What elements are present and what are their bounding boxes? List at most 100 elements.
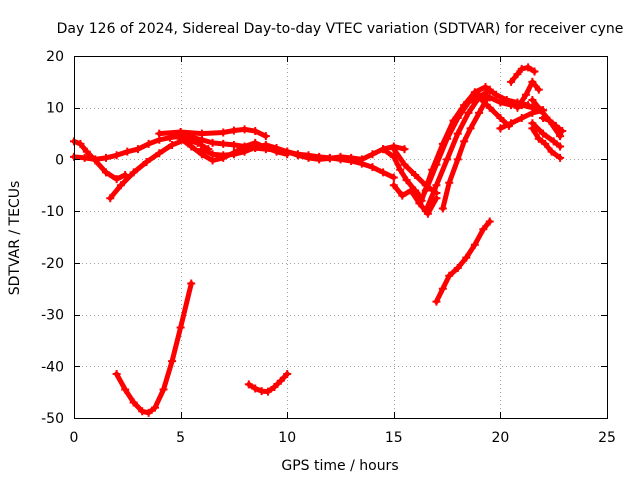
x-tick-label: 5	[176, 430, 185, 446]
y-tick-label: 0	[55, 152, 64, 168]
data-point	[251, 126, 260, 135]
y-tick-label: -10	[41, 204, 64, 220]
data-series-arc-15	[432, 217, 494, 306]
data-point	[445, 271, 454, 280]
data-point	[133, 145, 142, 154]
data-point	[432, 297, 441, 306]
data-point	[541, 139, 550, 148]
data-series-arc-22	[528, 119, 565, 151]
data-point	[379, 145, 388, 154]
data-point	[411, 170, 420, 179]
data-point	[400, 145, 409, 154]
data-point	[251, 384, 260, 393]
data-point	[462, 253, 471, 262]
data-point	[142, 158, 151, 167]
data-point	[492, 90, 501, 99]
data-point	[219, 151, 228, 160]
data-point	[106, 194, 115, 203]
y-axis-label: SDTVAR / TECUs	[7, 181, 23, 296]
data-point	[197, 129, 206, 138]
data-point	[101, 168, 110, 177]
data-point	[197, 145, 206, 154]
data-point	[517, 64, 526, 73]
data-point	[261, 140, 270, 149]
data-series-arc-19	[507, 63, 539, 86]
data-point	[517, 114, 526, 123]
data-point	[453, 129, 462, 138]
data-point	[528, 108, 537, 117]
data-point	[524, 63, 533, 72]
data-point	[336, 152, 345, 161]
y-tick-label: -30	[41, 308, 64, 324]
data-point	[229, 140, 238, 149]
data-point	[483, 93, 492, 102]
series-trace	[540, 115, 565, 134]
data-point	[475, 93, 484, 102]
data-point	[524, 101, 533, 110]
data-point	[244, 380, 253, 389]
data-point	[129, 398, 138, 407]
data-point	[389, 173, 398, 182]
data-layer	[70, 63, 567, 417]
data-point	[475, 108, 484, 117]
x-tick-label: 20	[491, 430, 509, 446]
data-point	[159, 385, 168, 394]
data-point	[283, 370, 292, 379]
data-point	[521, 90, 530, 99]
data-point	[357, 155, 366, 164]
data-point	[545, 116, 554, 125]
plot-frame	[74, 56, 608, 419]
data-point	[229, 126, 238, 135]
data-point	[123, 147, 132, 156]
data-series-arc-20	[513, 77, 543, 112]
data-point	[270, 382, 279, 391]
data-point	[368, 163, 377, 172]
data-point	[396, 165, 405, 174]
data-point	[155, 129, 164, 138]
data-point	[496, 124, 505, 133]
data-point	[176, 128, 185, 137]
data-point	[176, 323, 185, 332]
data-point	[485, 103, 494, 112]
data-point	[528, 124, 537, 133]
data-point	[485, 85, 494, 94]
data-point	[496, 98, 505, 107]
data-point	[82, 147, 91, 156]
data-point	[556, 153, 565, 162]
y-tick-label: -40	[41, 359, 64, 375]
data-point	[453, 264, 462, 273]
y-tick-label: 10	[46, 101, 64, 117]
series-trace	[515, 79, 542, 111]
data-point	[76, 139, 85, 148]
data-point	[293, 151, 302, 160]
data-point	[168, 140, 177, 149]
data-point	[208, 150, 217, 159]
x-tick-label: 15	[385, 430, 403, 446]
data-series-arc-24	[539, 114, 567, 135]
data-point	[485, 217, 494, 226]
series-trace	[529, 120, 563, 149]
data-point	[402, 176, 411, 185]
data-point	[530, 67, 539, 76]
data-point	[558, 126, 567, 135]
data-point	[534, 134, 543, 143]
data-point	[219, 139, 228, 148]
data-series-arc-6	[197, 140, 409, 164]
data-point	[539, 129, 548, 138]
data-point	[556, 142, 565, 151]
data-series-arc-23	[528, 124, 565, 162]
data-point	[208, 138, 217, 147]
data-point	[138, 407, 147, 416]
data-point	[187, 279, 196, 288]
data-series-arc-16	[438, 93, 492, 213]
data-point	[144, 408, 153, 417]
data-point	[276, 376, 285, 385]
data-point	[272, 144, 281, 153]
data-series-arc-18	[496, 106, 548, 133]
data-point	[556, 132, 565, 141]
data-point	[496, 114, 505, 123]
data-series-arc-3	[106, 135, 213, 203]
data-point	[219, 128, 228, 137]
data-point	[151, 403, 160, 412]
series-trace	[433, 219, 493, 305]
